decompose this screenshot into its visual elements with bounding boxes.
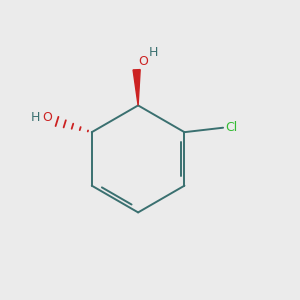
Text: O: O xyxy=(42,111,52,124)
Text: Cl: Cl xyxy=(226,121,238,134)
Text: O: O xyxy=(138,55,148,68)
Text: H: H xyxy=(30,111,40,124)
Text: H: H xyxy=(148,46,158,59)
Polygon shape xyxy=(133,70,140,105)
